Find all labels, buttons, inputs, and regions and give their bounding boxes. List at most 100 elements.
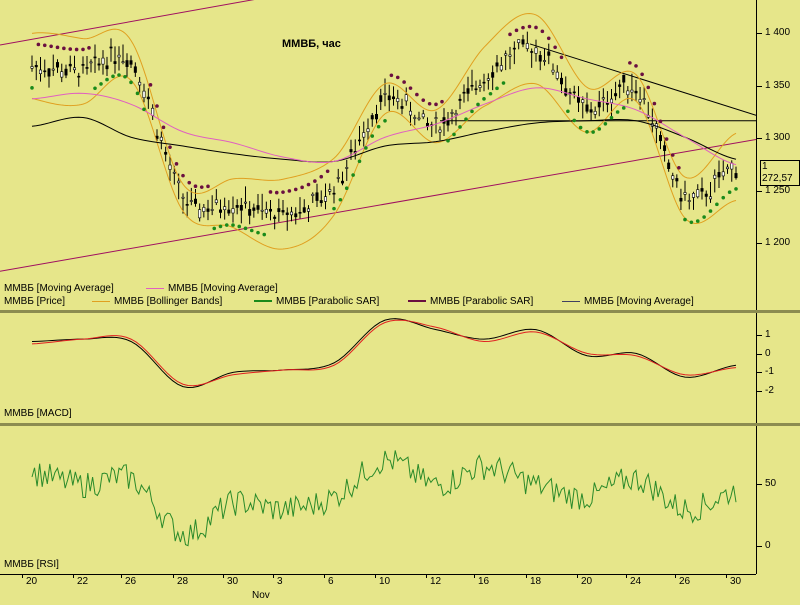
price-candle (89, 61, 93, 64)
price-candle (268, 208, 272, 212)
price-candle (555, 71, 559, 79)
macd-tick-m1: -1 (757, 366, 774, 377)
parabolic-sar-dot (591, 130, 595, 134)
price-candle (585, 104, 589, 112)
price-candle (417, 117, 421, 120)
rsi-line (31, 450, 737, 547)
price-candle (725, 166, 729, 170)
price-candle (601, 97, 605, 100)
chart-title: ММВБ, час (282, 38, 341, 50)
parabolic-sar-dot (566, 109, 570, 114)
x-tick-mark (526, 574, 527, 578)
price-candle (340, 180, 344, 184)
parabolic-sar-dot (415, 92, 419, 97)
price-candle (576, 96, 580, 103)
price-candle (93, 56, 97, 59)
price-candle (366, 128, 370, 133)
price-candle (223, 206, 227, 211)
parabolic-sar-dot (142, 107, 146, 112)
legend-item-sar-green: ММВБ [Parabolic SAR] (254, 296, 379, 307)
price-candle (239, 205, 243, 211)
price-candle (273, 216, 277, 219)
parabolic-sar-dot (434, 102, 438, 107)
price-candle (349, 149, 353, 153)
parabolic-sar-dot (68, 47, 73, 51)
price-candle (396, 98, 400, 102)
parabolic-sar-dot (721, 195, 726, 200)
parabolic-sar-dot (287, 189, 292, 193)
price-candle (77, 75, 81, 78)
price-candle (323, 196, 327, 202)
price-candle (466, 88, 470, 94)
parabolic-sar-dot (708, 209, 713, 213)
parabolic-sar-dot (559, 55, 564, 60)
price-candle (717, 172, 721, 178)
price-candle (450, 112, 454, 114)
price-candle (146, 96, 150, 100)
price-candle (60, 71, 64, 78)
price-candle (521, 39, 525, 45)
price-candle (214, 199, 218, 203)
price-candle (446, 120, 450, 126)
parabolic-sar-dot (187, 180, 192, 185)
panel-separator[interactable] (0, 310, 800, 313)
price-candle (202, 207, 206, 212)
bollinger-upper-band (31, 13, 737, 194)
parabolic-sar-dot (446, 138, 450, 143)
price-candle (478, 85, 482, 88)
parabolic-sar-dot (105, 77, 109, 82)
parabolic-sar-dot (174, 162, 179, 166)
moving-average-black (31, 116, 737, 163)
price-candle (525, 43, 529, 49)
panel-separator[interactable] (0, 423, 800, 426)
price-candle (159, 136, 163, 141)
price-candle (700, 188, 704, 192)
x-tick-mark (22, 574, 23, 578)
price-candle (614, 93, 618, 97)
parabolic-sar-dot (123, 74, 127, 79)
price-candle (504, 53, 508, 56)
price-candle (227, 209, 231, 214)
parabolic-sar-dot (652, 101, 657, 106)
price-candle (470, 85, 474, 87)
parabolic-sar-dot (514, 28, 519, 33)
price-candle (206, 208, 210, 212)
x-tick-mark (375, 574, 376, 578)
price-candle (285, 212, 289, 215)
parabolic-sar-dot (578, 125, 583, 130)
parabolic-sar-dot (262, 232, 267, 237)
parabolic-sar-dot (155, 104, 159, 108)
x-tick-label: 20 (26, 576, 38, 587)
price-candle (474, 88, 478, 91)
price-candle (572, 91, 576, 94)
parabolic-sar-dot (74, 47, 79, 52)
price-candle (634, 90, 638, 94)
price-candle (168, 164, 172, 170)
x-tick-label: 12 (430, 576, 442, 587)
parabolic-sar-dot (111, 74, 115, 79)
price-candle (408, 110, 412, 116)
x-tick-label: 16 (478, 576, 490, 587)
price-candle (597, 101, 601, 108)
price-candle (113, 61, 117, 64)
price-candle (581, 99, 585, 103)
parabolic-sar-dot (87, 46, 91, 50)
price-candle (534, 47, 538, 54)
parabolic-sar-dot (683, 217, 687, 222)
parabolic-sar-dot (218, 224, 223, 229)
price-candle (311, 193, 315, 196)
price-candle (383, 93, 387, 95)
rsi-axis: 50 0 (756, 426, 800, 574)
parabolic-sar-dot (281, 190, 285, 194)
parabolic-sar-dot (540, 29, 545, 34)
parabolic-sar-dot (628, 61, 632, 65)
rsi-tick-50: 50 (756, 478, 777, 489)
price-candle (438, 129, 442, 133)
parabolic-sar-dot (319, 174, 324, 179)
parabolic-sar-dot (117, 73, 121, 77)
price-candle (589, 109, 593, 113)
price-candle (302, 207, 306, 213)
x-axis (0, 574, 756, 605)
macd-panel: ММВБ [MACD] (0, 313, 756, 423)
price-candle (109, 46, 113, 49)
